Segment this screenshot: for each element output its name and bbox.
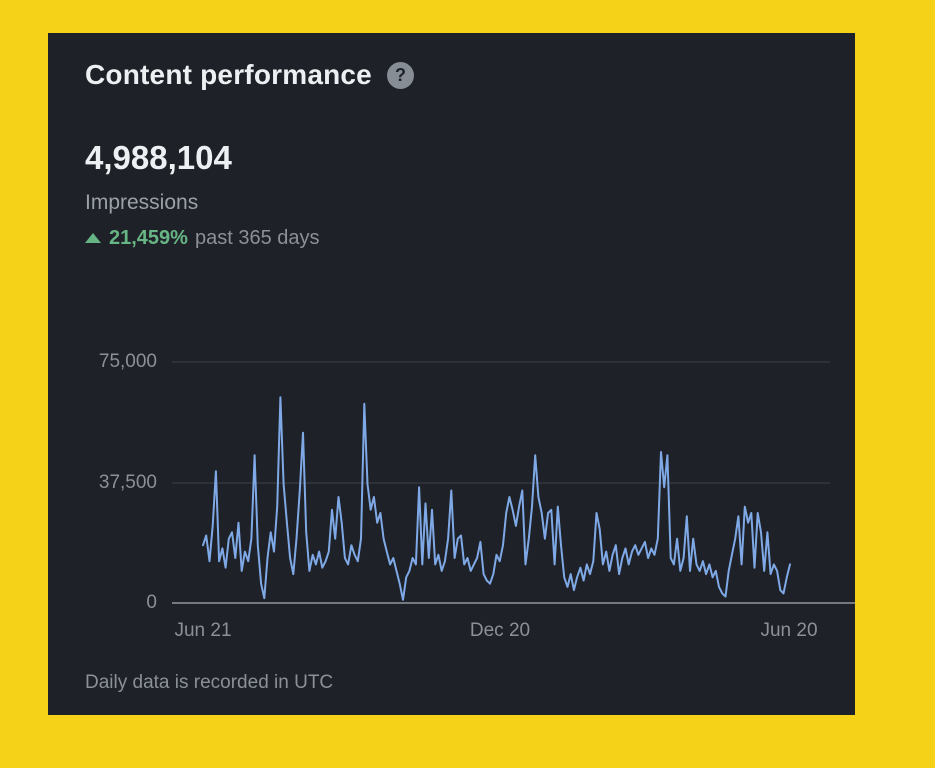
y-tick-0: 0 [146, 592, 157, 613]
card-title: Content performance [85, 59, 372, 90]
impressions-chart: 75,000 37,500 0 Jun 21 Dec 20 Jun 20 [48, 333, 855, 673]
y-tick-37500: 37,500 [98, 472, 157, 493]
trend-up-icon [85, 233, 101, 243]
trend-period: past 365 days [194, 227, 320, 249]
y-tick-75000: 75,000 [98, 351, 157, 372]
impressions-metric: 4,988,104 Impressions 21,459% past 365 d… [85, 139, 320, 250]
help-icon[interactable]: ? [386, 61, 414, 89]
chart-plot-area[interactable] [48, 333, 855, 673]
utc-note: Daily data is recorded in UTC [85, 672, 334, 693]
impressions-line-series [202, 396, 791, 601]
content-performance-card: Content performance ? 4,988,104 Impressi… [48, 33, 855, 715]
x-tick-jun21: Jun 21 [174, 620, 232, 641]
impressions-label: Impressions [85, 191, 199, 214]
impressions-value: 4,988,104 [85, 139, 232, 176]
x-tick-jun20: Jun 20 [760, 620, 818, 641]
help-glyph: ? [394, 65, 406, 85]
x-tick-dec20: Dec 20 [469, 620, 531, 641]
card-header: Content performance ? [85, 59, 825, 91]
trend-row: 21,459% past 365 days [85, 226, 320, 250]
trend-percent: 21,459% [109, 227, 188, 249]
